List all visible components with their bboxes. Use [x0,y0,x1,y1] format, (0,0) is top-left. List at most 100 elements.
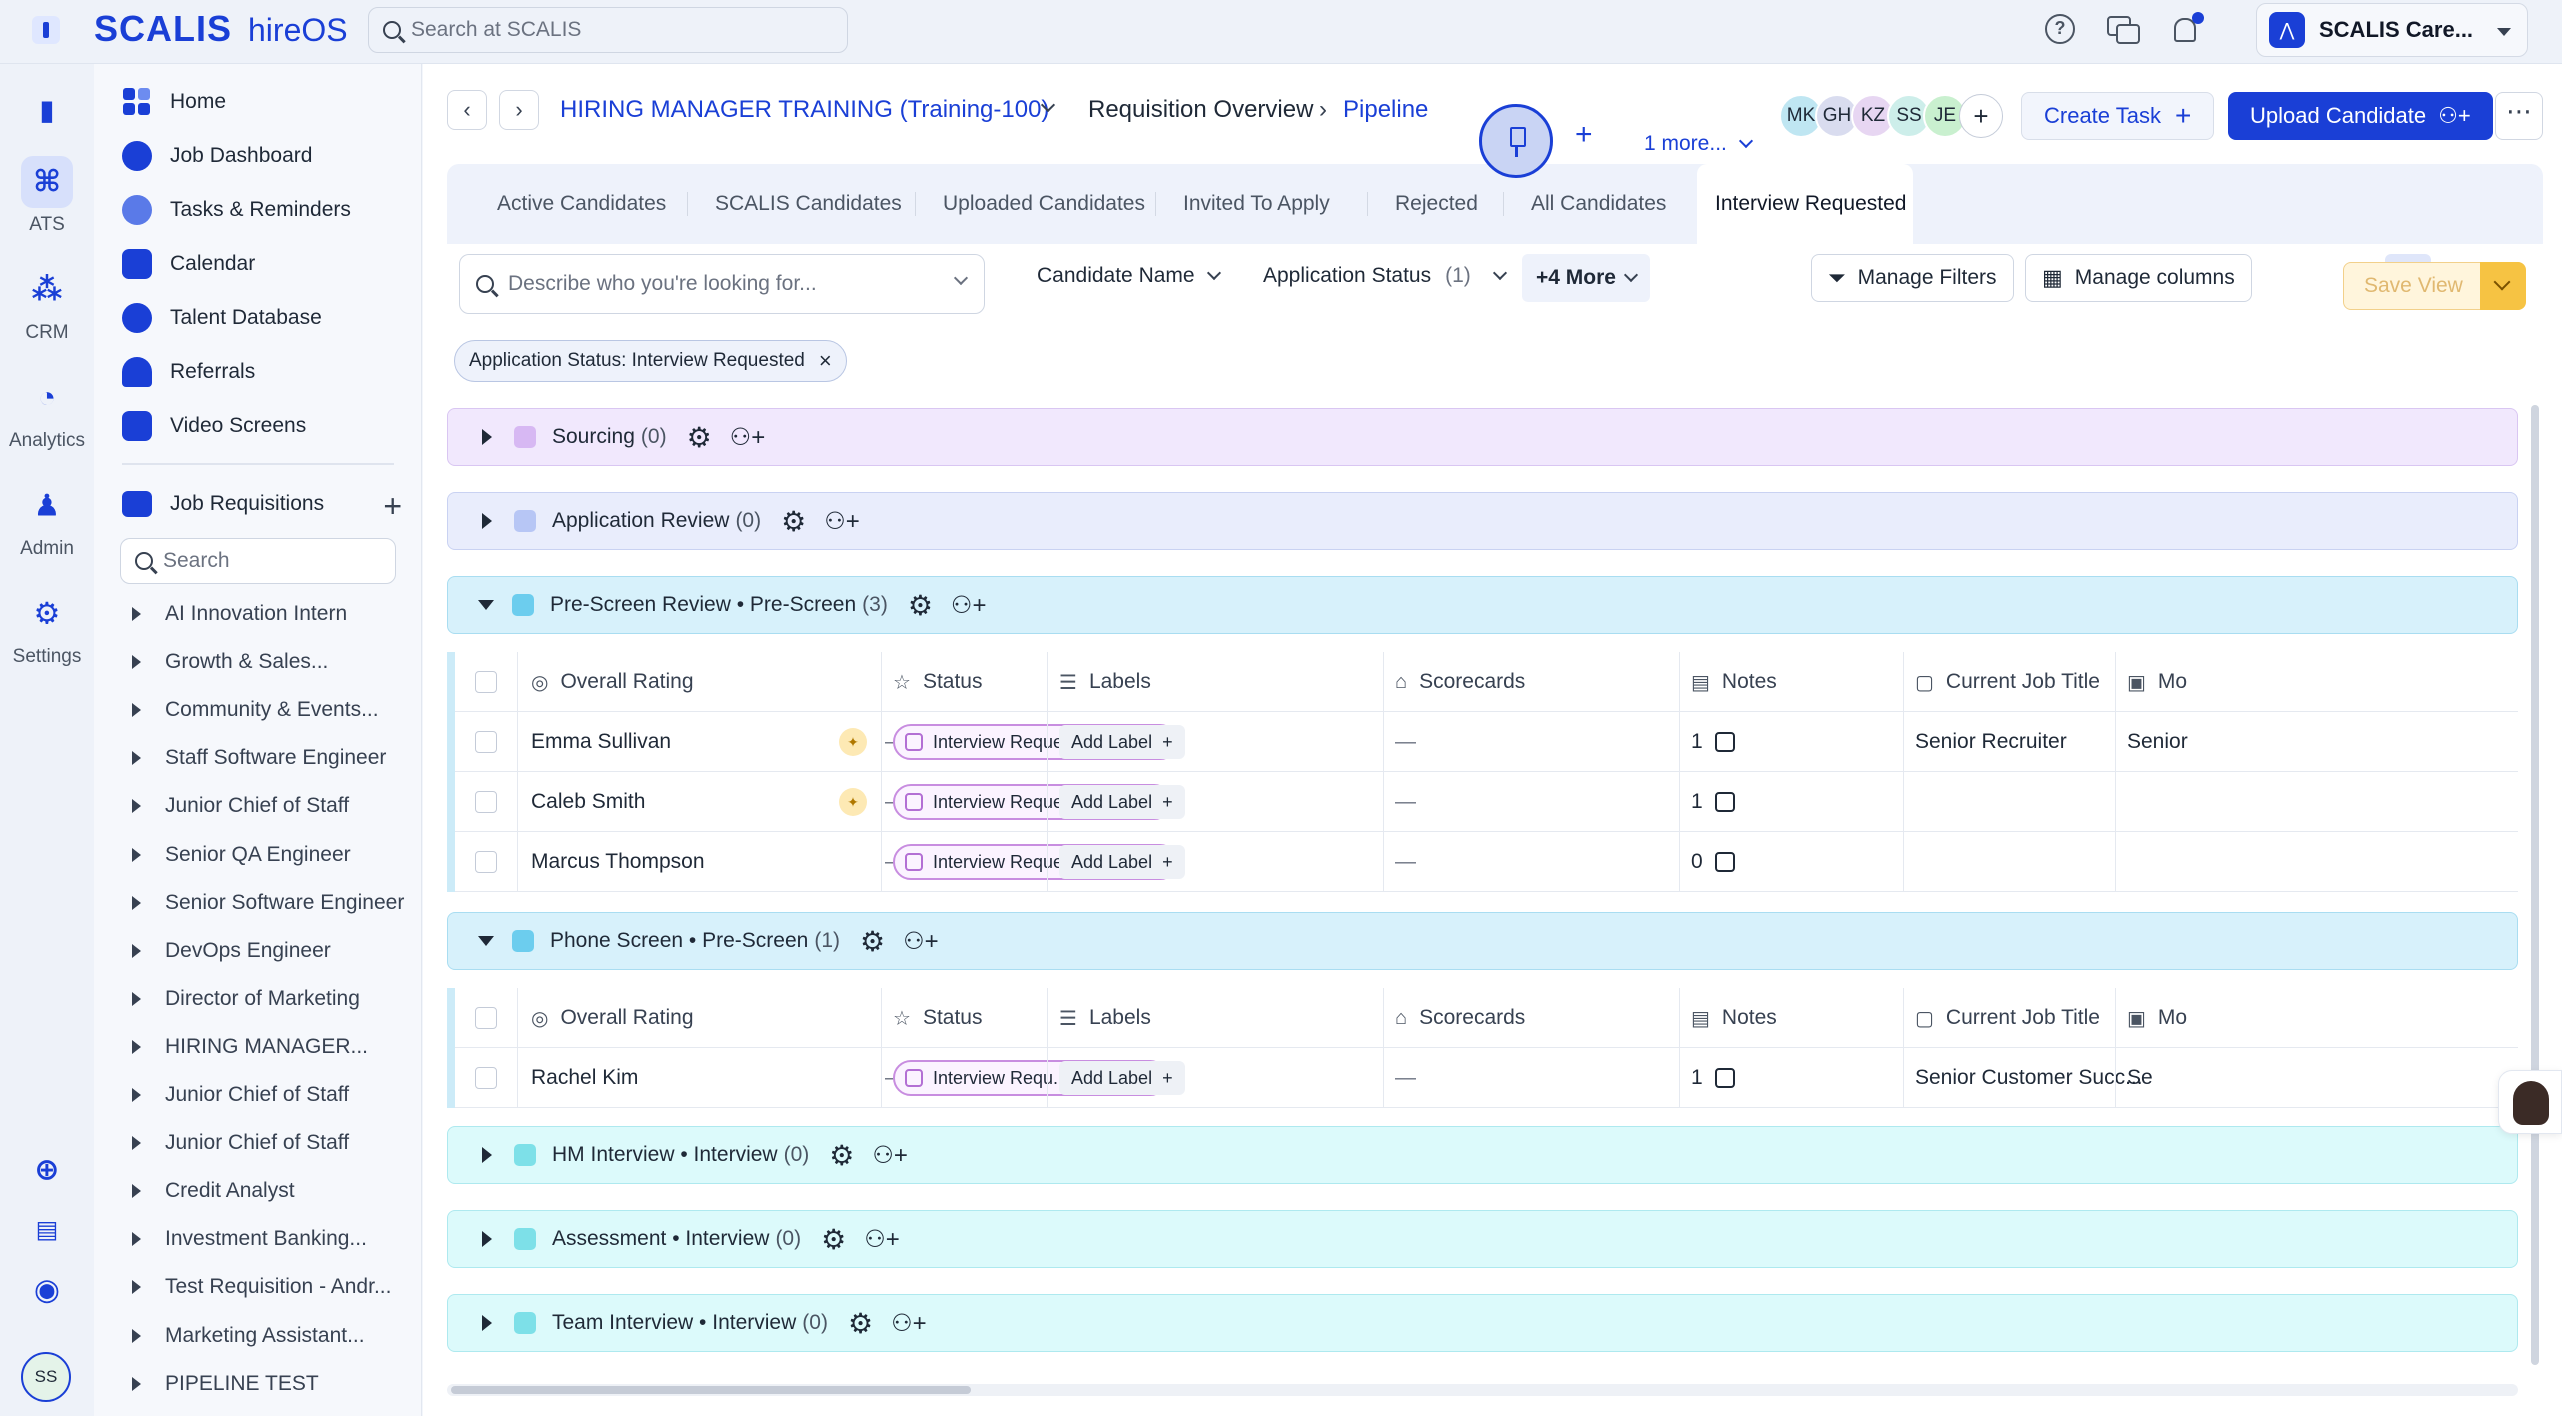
tab-rejected[interactable]: Rejected [1395,192,1478,215]
candidate-name[interactable]: Marcus Thompson [531,850,705,873]
job-requisitions-header[interactable]: Job Requisitions + [122,484,402,524]
bell-icon[interactable] [2170,14,2200,44]
sidebar-requisition-item[interactable]: Senior Software Engineer [132,883,404,923]
expand-triangle-icon[interactable] [132,1039,141,1054]
candidate-name[interactable]: Emma Sullivan [531,730,672,753]
sidebar-item-tasks[interactable]: Tasks & Reminders [122,190,351,230]
expand-triangle-icon[interactable] [482,429,492,445]
add-user-icon[interactable]: ⚇+ [729,423,766,451]
gear-icon[interactable]: ⚙ [829,1139,855,1171]
sidebar-requisition-item[interactable]: Junior Chief of Staff [132,786,349,826]
column-header[interactable]: ▢ Current Job Title [1915,988,2100,1048]
expand-triangle-icon[interactable] [132,1088,141,1102]
sidebar-requisition-item[interactable]: Director of Marketing [132,979,360,1019]
pipeline-stage[interactable]: Phone Screen • Pre-Screen (1) ⚙ ⚇+ [447,912,2518,970]
sidebar-requisition-item[interactable]: Marketing Assistant... [132,1316,365,1356]
collapse-triangle-icon[interactable] [478,600,494,610]
gear-icon[interactable]: ⚙ [907,589,933,621]
account-switcher[interactable]: ⋀ SCALIS Care... [2256,3,2528,57]
table-row[interactable]: Caleb Smith✦–iInterview Reque...(3d ago)… [455,772,2518,832]
sidebar-item-talent-database[interactable]: Talent Database [122,298,322,338]
support-avatar[interactable] [2498,1070,2562,1134]
column-header[interactable]: ☆ Status [893,988,982,1048]
help-icon[interactable]: ? [2045,14,2075,44]
candidate-name-cell[interactable]: Rachel Kim [531,1048,638,1108]
sidebar-requisition-item[interactable]: Junior Chief of Staff [132,1075,349,1115]
rail-item-analytics[interactable]: ◔ Analytics [0,372,94,452]
pipeline-stage[interactable]: Team Interview • Interview (0) ⚙ ⚇+ [447,1294,2518,1352]
labels-cell[interactable]: Add Label + [1059,832,1185,892]
upload-candidate-button[interactable]: Upload Candidate ⚇+ [2228,92,2493,140]
add-user-icon[interactable]: ⚇+ [824,507,860,535]
sidebar-requisition-item[interactable]: Test Requisition - Andr... [132,1267,391,1307]
column-header[interactable]: ◎ Overall Rating [531,652,694,712]
pipeline-stage[interactable]: Application Review (0) ⚙ ⚇+ [447,492,2518,550]
column-header[interactable]: ◎ Overall Rating [531,988,694,1048]
expand-triangle-icon[interactable] [132,703,141,718]
add-label-button[interactable]: Add Label + [1059,845,1185,879]
expand-triangle-icon[interactable] [482,1147,492,1163]
expand-triangle-icon[interactable] [132,1280,141,1295]
avatar[interactable]: SS [1887,94,1931,138]
add-label-button[interactable]: Add Label + [1059,785,1185,819]
note-icon[interactable] [1714,852,1735,872]
user-avatar[interactable]: SS [21,1352,71,1402]
column-header[interactable]: ▤ Notes [1691,988,1777,1048]
gear-icon[interactable]: ⚙ [860,925,886,957]
ai-match-cell[interactable]: ✦ [839,772,867,832]
expand-triangle-icon[interactable] [132,751,141,766]
tab-all-candidates[interactable]: All Candidates [1531,192,1667,215]
row-checkbox[interactable] [475,851,497,873]
add-user-icon[interactable]: ⚇+ [872,1141,908,1169]
pipeline-stage[interactable]: Assessment • Interview (0) ⚙ ⚇+ [447,1210,2518,1268]
expand-triangle-icon[interactable] [482,513,492,529]
sidebar-requisition-item[interactable]: Community & Events... [132,690,379,730]
column-header[interactable]: ▣ Mo [2127,988,2187,1048]
tab-invited-to-apply[interactable]: Invited To Apply [1183,192,1330,215]
select-all-checkbox[interactable] [475,1007,497,1029]
rail-item-ats[interactable]: ⌘ ATS [0,156,94,236]
candidate-name[interactable]: Caleb Smith [531,790,646,813]
add-label-button[interactable]: Add Label + [1059,725,1185,759]
more-filters-button[interactable]: +4 More [1522,254,1650,302]
tab-active-candidates[interactable]: Active Candidates [497,192,667,215]
describe-search-input[interactable]: Describe who you're looking for... [459,254,985,314]
note-icon[interactable] [1714,732,1735,752]
manage-filters-button[interactable]: ⏷ Manage Filters [1811,254,2014,302]
table-row[interactable]: Marcus Thompson–iInterview Reque...(1W a… [455,832,2518,892]
add-label-button[interactable]: Add Label + [1059,1061,1185,1095]
column-header[interactable]: ☰ Labels [1059,988,1151,1048]
brand-logo[interactable]: SCALIS [94,8,233,49]
sidebar-requisition-item[interactable]: PIPELINE TEST [132,1364,319,1404]
requisition-search-input[interactable]: Search [120,538,396,584]
expand-triangle-icon[interactable] [132,607,141,621]
sidebar-item-referrals[interactable]: Referrals [122,352,255,392]
labels-cell[interactable]: Add Label + [1059,772,1185,832]
candidate-name[interactable]: Rachel Kim [531,1066,639,1089]
row-select-cell[interactable] [475,772,497,832]
tab-interview-requested[interactable]: Interview Requested [1697,164,1913,244]
chat-icon[interactable] [2107,14,2140,44]
forward-button[interactable]: › [499,90,539,130]
scroll-thumb[interactable] [451,1386,971,1394]
select-all-cell[interactable] [475,988,497,1048]
sidebar-requisition-item[interactable]: HIRING MANAGER... [132,1027,368,1067]
rail-contacts[interactable]: ◉ [0,1264,94,1316]
sidebar-requisition-item[interactable]: AI Innovation Intern [132,594,347,634]
horizontal-scrollbar[interactable] [447,1384,2518,1396]
expand-triangle-icon[interactable] [132,1136,141,1151]
add-user-icon[interactable]: ⚇+ [950,591,987,619]
expand-triangle-icon[interactable] [132,799,141,814]
column-header[interactable]: ▢ Current Job Title [1915,652,2100,712]
select-all-checkbox[interactable] [475,671,497,693]
sidebar-requisition-item[interactable]: Growth & Sales... [132,642,328,682]
row-select-cell[interactable] [475,712,497,772]
row-select-cell[interactable] [475,1048,497,1108]
expand-triangle-icon[interactable] [132,1328,141,1343]
rail-item-admin[interactable]: ♟ Admin [0,480,94,560]
labels-cell[interactable]: Add Label + [1059,1048,1185,1108]
column-header[interactable]: ▤ Notes [1691,652,1777,712]
pin-tab-icon[interactable] [1479,104,1553,178]
requisition-title[interactable]: HIRING MANAGER TRAINING (Training-100) [560,96,1050,123]
sidebar-requisition-item[interactable]: Credit Analyst [132,1171,295,1211]
